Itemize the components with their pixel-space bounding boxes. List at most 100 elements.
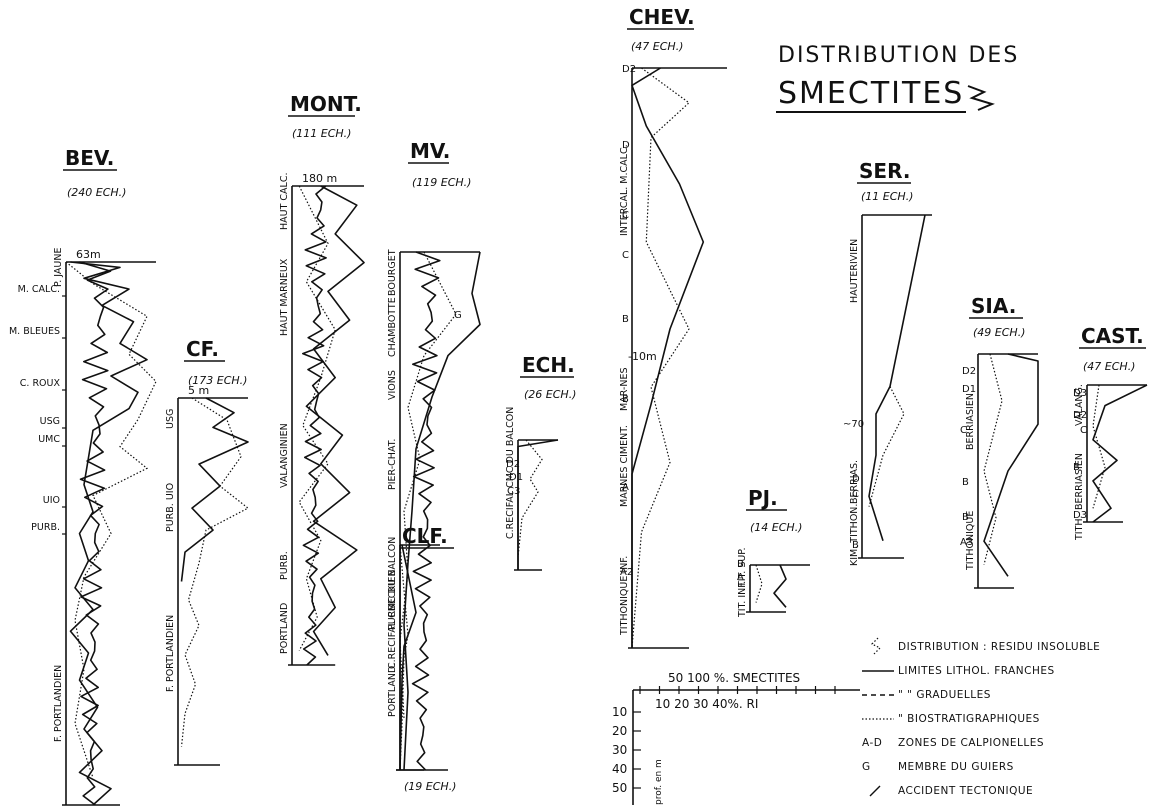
panel-title: PJ.: [748, 486, 778, 510]
calpionella-zone-label: A: [622, 482, 629, 493]
insoluble-residue-curve: [631, 67, 690, 649]
smectite-curve: [773, 564, 787, 608]
insoluble-residue-curve: [755, 564, 763, 603]
panel-sample-count: (111 ECH.): [292, 127, 351, 140]
smectite-detail-curve: [411, 251, 441, 771]
legend-entry-text: LIMITES LITHOL. FRANCHES: [898, 665, 1055, 677]
legend-entry-text: " " GRADUELLES: [898, 689, 991, 701]
smectite-curve: [1092, 384, 1148, 523]
panel-title: CHEV.: [629, 5, 695, 29]
stratigraphic-unit-label: C.RECIFAL CMC DU BALCON: [505, 407, 516, 539]
stratigraphic-unit-label: PURB.: [31, 522, 60, 533]
title-zigzag-symbol: [967, 85, 995, 111]
panel-4: CLF. (19 ECH.) PURBECKIEN PORTLAND.: [387, 524, 456, 793]
stratigraphic-unit-label: MARNES CIMENT.: [619, 425, 630, 507]
insoluble-residue-curve: [65, 261, 157, 779]
insoluble-residue-curve: [399, 251, 457, 719]
stratigraphic-unit-label: TITHONIQUE INF.: [619, 556, 630, 636]
calpionella-zone-label: D2: [1073, 410, 1087, 421]
stratigraphic-unit-label: PORTLAND.: [387, 663, 398, 717]
stratigraphic-unit-label: BERRIASIEN: [965, 393, 976, 450]
calpionella-zone-label: B: [852, 540, 859, 551]
stratigraphic-unit-label: M. BLEUES: [9, 326, 60, 337]
depth-tick-label: 40: [612, 762, 627, 776]
legend-symbol: G: [862, 761, 871, 773]
depth-marker: -10m: [628, 350, 657, 363]
legend-zigzag-symbol: [870, 637, 882, 655]
scale-block: 50 100 %. SMECTITES 10 20 30 40%. RI pro…: [612, 671, 860, 805]
insoluble-residue-curve: [868, 386, 905, 507]
calpionella-zone-label: A2: [620, 567, 633, 578]
panel-1: CF. (173 ECH.)5 m USG PURB. UIO F. PORTLANDI…: [165, 337, 250, 766]
stratigraphic-unit-label: INTERCAL. M.CALC.: [619, 144, 630, 236]
stratigraphic-unit-label: VIONS: [387, 370, 398, 400]
insoluble-residue-curve: [180, 397, 250, 747]
calpionella-zone-label: C: [960, 425, 967, 436]
panel-5: ECH. (26 ECH.) C.RECIFAL CMC DU BALCON: [505, 353, 576, 571]
calpionella-zone-label: C: [622, 210, 629, 221]
stratigraphic-unit-label: TITHONIQUE: [965, 511, 976, 571]
stratigraphic-unit-label: P. JAUNE: [53, 248, 64, 287]
insoluble-residue-curve: [517, 439, 543, 558]
stratigraphic-unit-label: TIT. INF.: [737, 581, 748, 618]
panel-sample-count: (47 ECH.): [631, 40, 683, 53]
panel-title: CF.: [186, 337, 219, 361]
panel-top-label: 63m: [76, 248, 101, 261]
panel-2: MONT. (111 ECH.) 180 m HAUT CALC. HAUT MARNE…: [279, 92, 365, 666]
stratigraphic-unit-label: PURB. UIO: [165, 483, 176, 532]
calpionella-zone-label: D1: [962, 384, 976, 395]
stratigraphic-unit-label: VALANGINIEN: [279, 423, 290, 488]
calpionella-zone-label: B: [737, 559, 744, 570]
insoluble-residue-curve: [298, 185, 336, 651]
stratigraphic-unit-label: HAUT CALC.: [279, 173, 290, 231]
panel-sample-count: (19 ECH.): [404, 780, 456, 793]
smectite-curve: [403, 251, 481, 771]
panel-title: BEV.: [65, 146, 114, 170]
stratigraphic-unit-label: CHAMBOTTE: [387, 297, 398, 357]
stratigraphic-unit-label: MAR-NES: [619, 368, 630, 411]
smectite-curve: [983, 353, 1039, 577]
insoluble-residue-curve: [1092, 384, 1106, 509]
legend-entry-text: DISTRIBUTION : RESIDU INSOLUBLE: [898, 641, 1100, 653]
stratigraphic-unit-label: USG: [40, 416, 60, 427]
panel-sample-count: (26 ECH.): [524, 388, 576, 401]
panel-title: CAST.: [1081, 324, 1144, 348]
legend-entry-text: ACCIDENT TECTONIQUE: [898, 785, 1033, 797]
panel-title: ECH.: [522, 353, 575, 377]
depth-tick-label: 50: [612, 781, 627, 795]
panel-sample-count: (240 ECH.): [67, 186, 126, 199]
stratigraphic-unit-label: KIM. TITHON.: [849, 504, 860, 566]
insoluble-residue-curve: [983, 353, 1003, 565]
panel-top-label: 5 m: [188, 384, 209, 397]
panel-7: PJ. (14 ECH.) TIT. INF.TIT. SUP.: [737, 486, 810, 618]
depth-tick-label: 30: [612, 743, 627, 757]
stratigraphic-unit-label: PURBECKIEN: [387, 569, 398, 630]
calpionella-zone-label: B: [622, 314, 629, 325]
scale-depth-label: prof. en m: [654, 759, 664, 805]
stratigraphic-unit-label: PIER-CHAT.: [387, 439, 398, 490]
guiers-member-mark: G: [454, 310, 462, 321]
calpionella-zone-label: B: [622, 394, 629, 405]
smectite-curve: [399, 544, 417, 771]
panel-9: SIA. (49 ECH.) BERRIASIEN TITHONIQUE: [965, 294, 1039, 589]
panel-title: MV.: [410, 139, 450, 163]
scale-ticks: [639, 686, 836, 694]
scale-bottom-label: 10 20 30 40%. RI: [655, 697, 758, 711]
smectite-detail-curve: [79, 261, 112, 806]
depth-tick-group: 10 20 30 40 50: [612, 705, 641, 795]
depth-tick-label: 20: [612, 724, 627, 738]
stratigraphic-unit-label: BERRIASIEN: [1074, 453, 1085, 510]
calpionella-zone-label: C3: [507, 486, 520, 497]
stratigraphic-unit-label: USG: [165, 409, 176, 429]
panel-title: MONT.: [290, 92, 362, 116]
legend-symbol: A-D: [862, 737, 882, 749]
calpionella-zone-label: D2: [962, 366, 976, 377]
calpionella-zone-label: D3: [1073, 388, 1087, 399]
stratigraphic-unit-label: PORTLAND: [279, 603, 290, 654]
stratigraphic-unit-label: C. ROUX: [20, 378, 61, 389]
panel-sample-count: (173 ECH.): [188, 374, 247, 387]
calpionella-zone-label: A3: [960, 537, 973, 548]
